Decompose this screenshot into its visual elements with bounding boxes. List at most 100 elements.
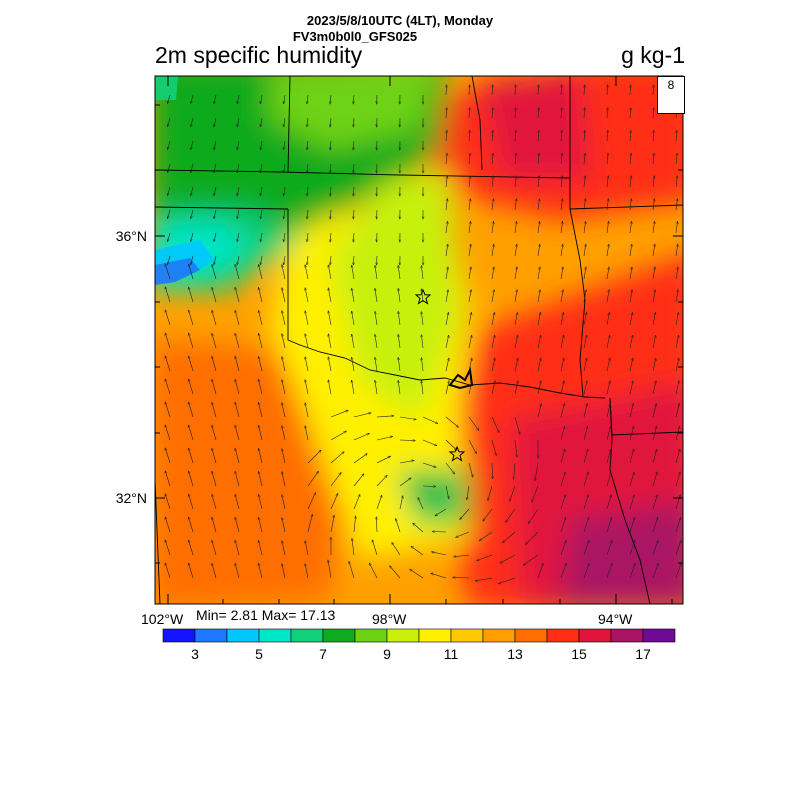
wind-vector bbox=[212, 287, 217, 303]
wind-vector bbox=[398, 357, 401, 372]
wind-vector bbox=[168, 140, 171, 150]
humidity-field bbox=[155, 76, 683, 604]
wind-vector bbox=[214, 209, 217, 219]
colorbar-swatch bbox=[386, 628, 420, 643]
wind-vector bbox=[583, 221, 586, 234]
colorbar-swatch bbox=[354, 628, 388, 643]
wind-vector bbox=[630, 153, 631, 165]
wind-vector bbox=[235, 540, 240, 556]
wind-vector bbox=[398, 265, 401, 280]
wind-vector bbox=[165, 264, 171, 280]
wind-vector bbox=[191, 94, 194, 104]
wind-vector bbox=[560, 540, 566, 556]
wind-vector bbox=[560, 312, 563, 326]
wind-vector bbox=[237, 117, 240, 127]
wind-vector bbox=[652, 335, 656, 349]
wind-vector bbox=[506, 508, 516, 522]
wind-vector bbox=[214, 140, 217, 150]
wind-vector bbox=[353, 186, 354, 196]
wind-vector bbox=[653, 153, 654, 165]
wind-vector bbox=[305, 311, 309, 326]
wind-vector bbox=[282, 518, 286, 533]
wind-vector bbox=[606, 267, 609, 280]
wind-vector bbox=[653, 85, 654, 96]
variable-title: 2m specific humidity bbox=[155, 42, 363, 68]
colorbar-swatch bbox=[418, 628, 452, 643]
wind-vector bbox=[676, 130, 677, 142]
wind-vector bbox=[514, 267, 517, 280]
wind-vector bbox=[307, 186, 308, 196]
wind-vector bbox=[514, 381, 518, 395]
wind-vector bbox=[606, 244, 609, 257]
wind-vector bbox=[307, 514, 312, 533]
wind-vector bbox=[606, 312, 609, 326]
wind-vector bbox=[583, 312, 586, 326]
wind-vector bbox=[446, 85, 447, 96]
wind-vector bbox=[675, 404, 679, 418]
wind-vector bbox=[652, 472, 657, 487]
wind-vector bbox=[353, 117, 354, 127]
wind-vector bbox=[260, 232, 263, 242]
colorbar-tick-label: 17 bbox=[635, 646, 651, 662]
wind-vector bbox=[606, 518, 612, 533]
wind-vector bbox=[538, 153, 539, 165]
wind-vector bbox=[189, 494, 194, 510]
header-datetime: 2023/5/8/10UTC (4LT), Monday bbox=[306, 13, 494, 28]
wind-vector bbox=[537, 335, 541, 349]
wind-vector bbox=[535, 462, 539, 481]
wind-vector bbox=[212, 517, 217, 533]
wind-vector bbox=[468, 290, 471, 303]
wind-vector bbox=[454, 554, 470, 557]
wind-vector bbox=[235, 356, 240, 372]
wind-vector bbox=[212, 356, 217, 372]
wind-vector bbox=[469, 153, 470, 165]
wind-vector bbox=[284, 232, 285, 242]
wind-vector bbox=[305, 541, 309, 556]
wind-vector bbox=[214, 186, 217, 196]
wind-vector bbox=[629, 381, 633, 395]
wind-vector bbox=[191, 186, 194, 196]
wind-vector bbox=[491, 381, 495, 395]
wind-vector bbox=[284, 163, 285, 173]
wind-vector bbox=[629, 312, 632, 326]
wind-vector bbox=[560, 495, 565, 510]
wind-vector bbox=[560, 518, 566, 533]
wind-vector bbox=[537, 267, 540, 280]
wind-vector bbox=[330, 255, 331, 265]
wind-vector bbox=[235, 425, 240, 441]
wind-vector bbox=[165, 517, 171, 533]
wind-vector bbox=[629, 472, 634, 487]
wind-vector bbox=[284, 94, 285, 104]
wind-vector bbox=[468, 335, 472, 349]
wind-vector bbox=[212, 471, 217, 487]
wind-vector bbox=[652, 358, 656, 372]
wind-vector bbox=[538, 85, 539, 96]
wind-vector bbox=[446, 153, 447, 165]
wind-vector bbox=[399, 440, 415, 441]
colorbar-swatch bbox=[642, 628, 676, 643]
wind-vector bbox=[606, 426, 611, 441]
wind-vector bbox=[653, 108, 654, 119]
wind-vector bbox=[492, 199, 493, 211]
wind-vector bbox=[469, 176, 470, 188]
wind-vector bbox=[376, 495, 382, 510]
wind-vector bbox=[468, 381, 472, 395]
wind-vector bbox=[235, 310, 240, 326]
wind-vector bbox=[212, 540, 217, 556]
wind-vector bbox=[235, 494, 240, 510]
wind-vector bbox=[584, 153, 585, 165]
wind-vector bbox=[583, 358, 587, 372]
wind-vector bbox=[212, 494, 217, 510]
wind-vector bbox=[422, 462, 436, 467]
colorbar-tick-label: 9 bbox=[383, 646, 391, 662]
star-marker-icon bbox=[414, 288, 432, 305]
wind-vector bbox=[282, 265, 286, 280]
wind-vector bbox=[537, 404, 541, 418]
wind-vector bbox=[189, 287, 194, 303]
wind-vector bbox=[168, 186, 171, 196]
wind-vector bbox=[399, 460, 414, 464]
wind-vector bbox=[165, 310, 171, 326]
wind-vector bbox=[515, 130, 516, 142]
wind-vector bbox=[560, 449, 565, 464]
